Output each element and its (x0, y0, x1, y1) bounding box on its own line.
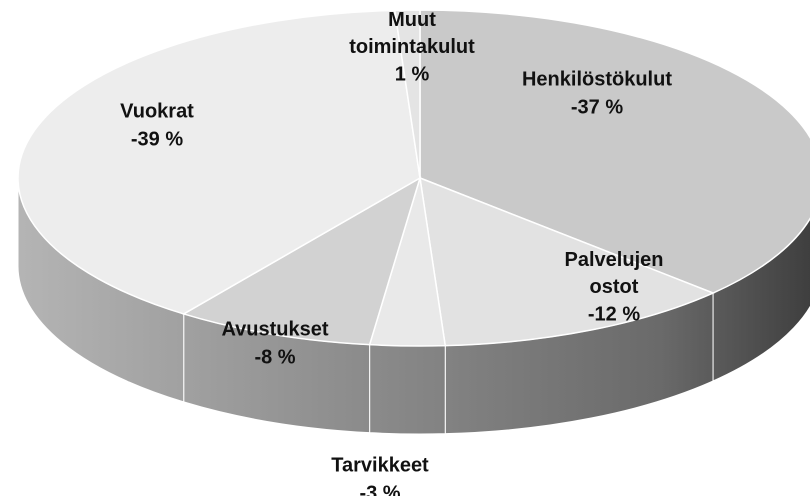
category-label: Henkilöstökulut (521, 68, 672, 91)
slice (181, 176, 422, 346)
category-label: Tarvikkeet (331, 454, 429, 477)
slice (419, 9, 810, 294)
value-label: -37 % (570, 96, 624, 118)
category-label: Muut toimintakulut (349, 8, 475, 58)
slice (393, 9, 421, 179)
value-label: -8 % (254, 346, 296, 368)
value-label: 1 % (394, 63, 430, 86)
slice (419, 176, 715, 347)
value-label: -12 % (587, 303, 641, 326)
category-label: Palvelujen ostot (564, 248, 664, 298)
category-label: Vuokrat (120, 100, 194, 123)
slice-side (369, 344, 446, 435)
category-label: Avustukset (221, 318, 329, 341)
value-label: -3 % (359, 482, 401, 496)
value-label: -39 % (130, 128, 184, 150)
slice (17, 9, 421, 315)
